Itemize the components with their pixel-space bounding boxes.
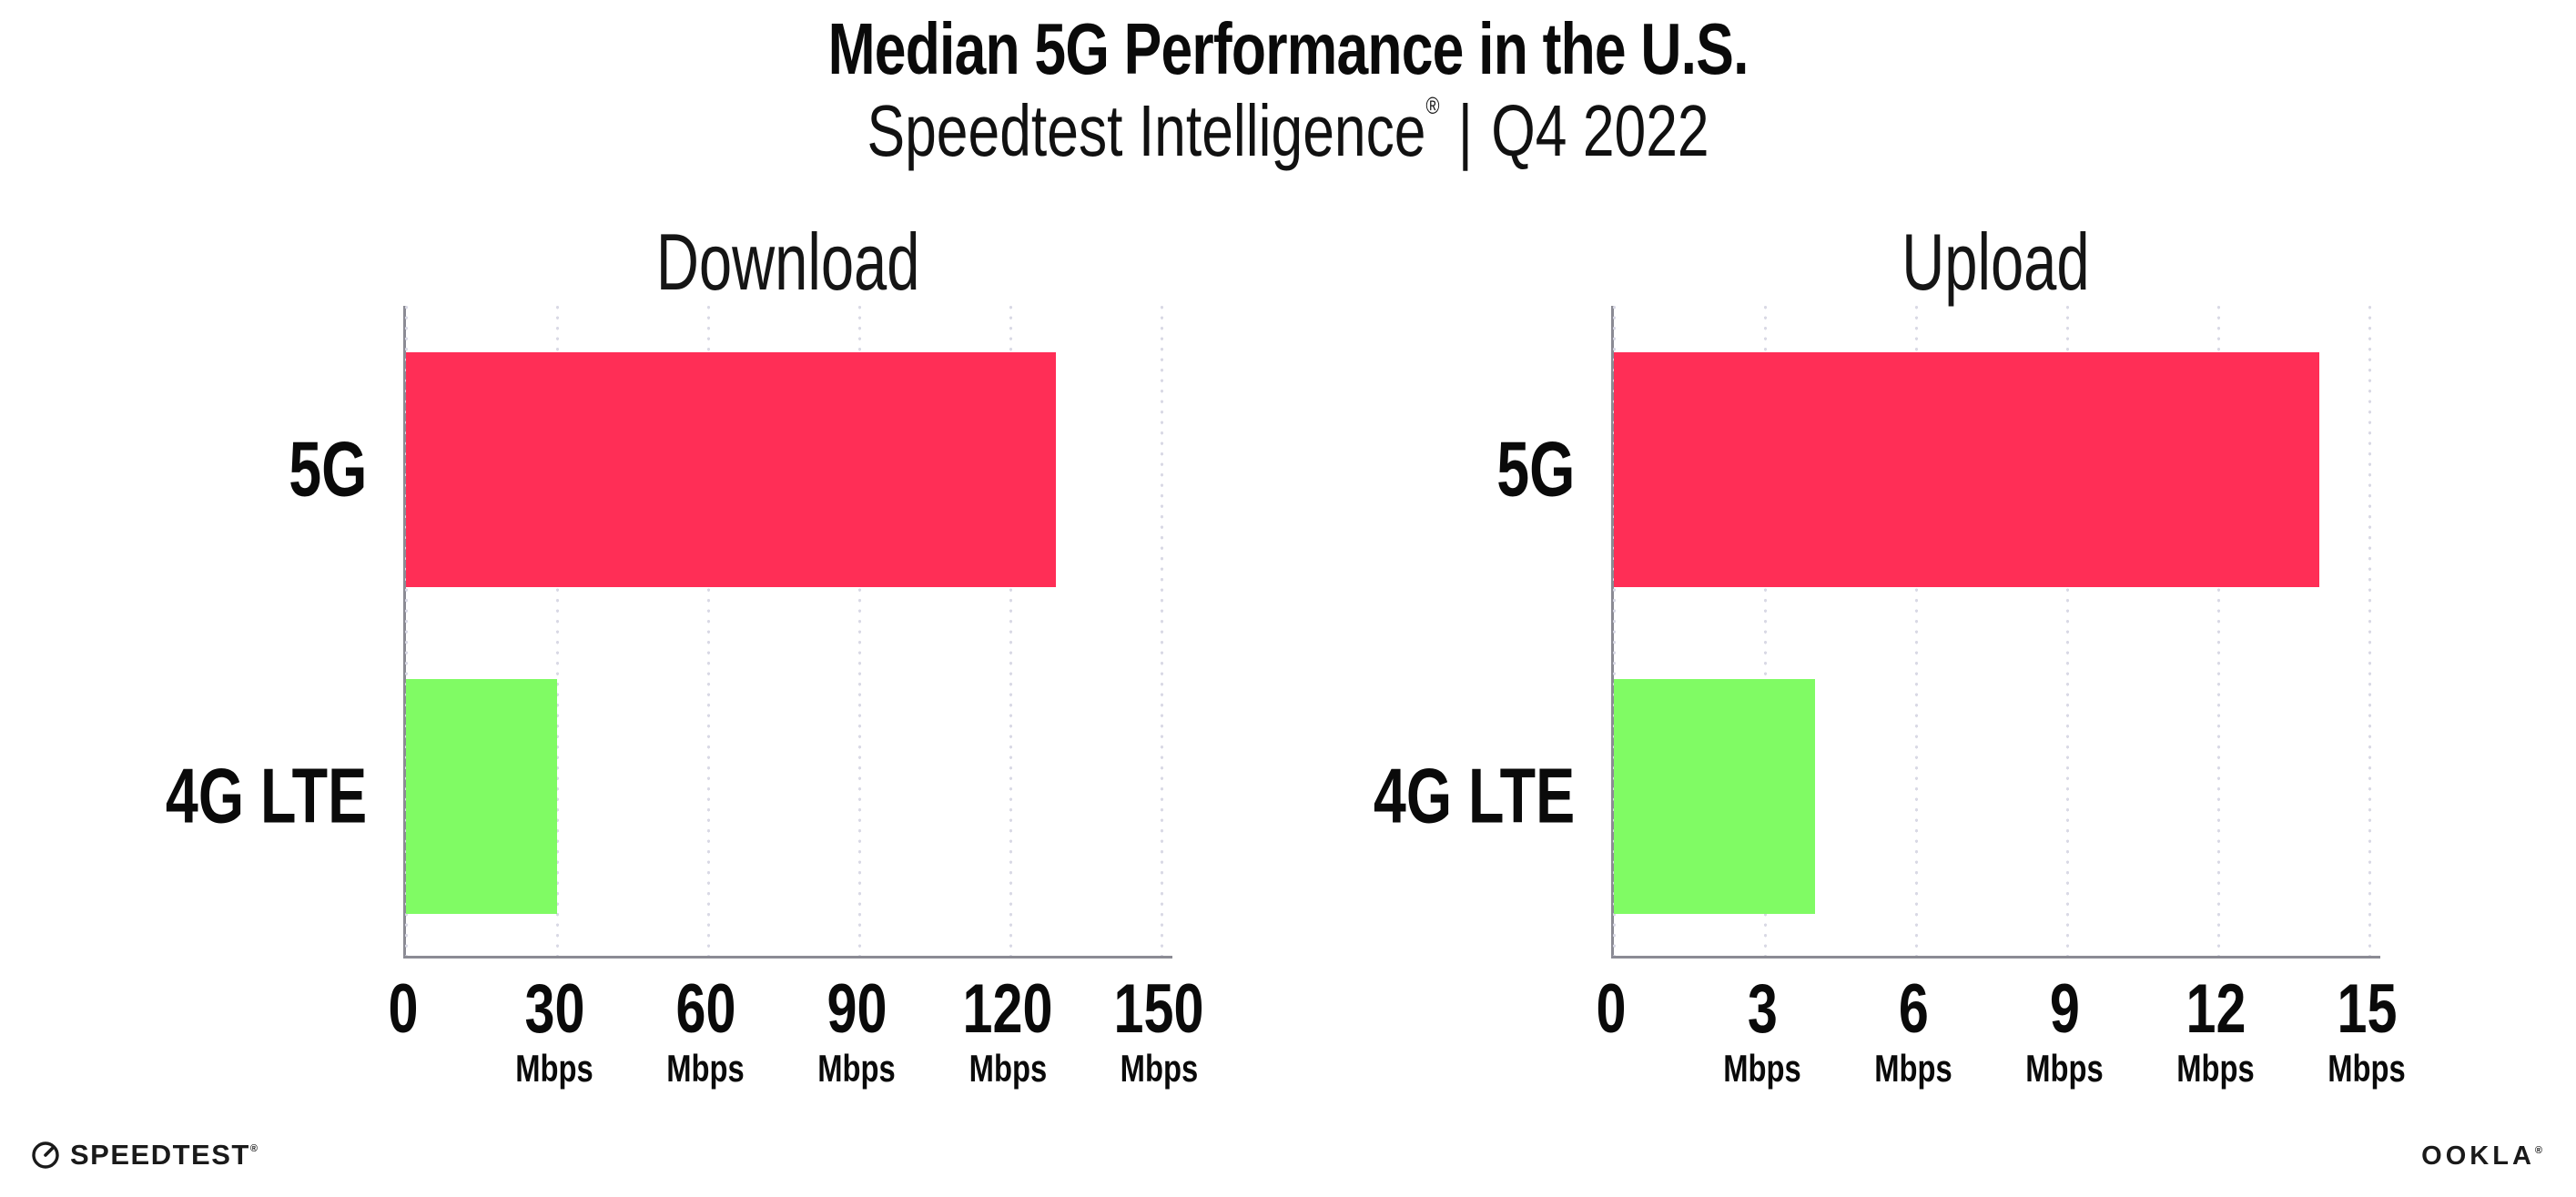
chart-upload: Upload 5G 4G LTE 0 3 Mb bbox=[1374, 222, 2406, 1088]
tick-value: 9 bbox=[2049, 970, 2080, 1048]
page-title-text: Median 5G Performance in the U.S. bbox=[827, 8, 1749, 89]
chart-download: Download 5G 4G LTE 0 30 bbox=[166, 222, 1204, 1088]
category-label-5g: 5G bbox=[1496, 426, 1575, 513]
gridline bbox=[2066, 306, 2069, 956]
gridline bbox=[1613, 306, 1616, 956]
tick-unit: Mbps bbox=[969, 1047, 1047, 1090]
tick-value: 120 bbox=[962, 970, 1053, 1048]
x-axis-tick: 0 bbox=[384, 975, 422, 1088]
speedtest-gauge-icon bbox=[32, 1141, 59, 1169]
tick-value: 0 bbox=[388, 970, 419, 1048]
tick-unit: Mbps bbox=[2025, 1047, 2104, 1090]
x-axis-tick: 60 Mbps bbox=[655, 975, 756, 1088]
ookla-wordmark: OOKLA bbox=[2421, 1141, 2535, 1171]
tick-value: 90 bbox=[827, 970, 887, 1048]
tick-unit: Mbps bbox=[666, 1047, 745, 1090]
gridline bbox=[2217, 306, 2220, 956]
x-axis-tick: 0 bbox=[1592, 975, 1630, 1088]
registered-trademark-icon: ® bbox=[1425, 92, 1440, 119]
gridline bbox=[1764, 306, 1767, 956]
gridline bbox=[858, 306, 861, 956]
x-axis-tick: 150 Mbps bbox=[1101, 975, 1217, 1088]
tick-value: 12 bbox=[2186, 970, 2246, 1048]
bar-5g-upload bbox=[1614, 352, 2319, 587]
category-label-5g: 5G bbox=[288, 426, 367, 513]
speedtest-logo: SPEEDTEST® bbox=[30, 1139, 258, 1170]
tick-value: 0 bbox=[1596, 970, 1627, 1048]
gridline bbox=[556, 306, 559, 956]
x-axis-tick: 120 Mbps bbox=[950, 975, 1066, 1088]
tick-unit: Mbps bbox=[515, 1047, 593, 1090]
tick-value: 60 bbox=[675, 970, 735, 1048]
tick-value: 30 bbox=[524, 970, 584, 1048]
bar-5g-download bbox=[406, 352, 1056, 587]
category-label-4g-lte: 4G LTE bbox=[1373, 753, 1575, 840]
subtitle-period: Q4 2022 bbox=[1491, 90, 1709, 171]
chart-download-plot-area bbox=[403, 306, 1172, 959]
chart-upload-title: Upload bbox=[1902, 217, 2090, 307]
tick-unit bbox=[384, 1050, 422, 1088]
chart-upload-plot-area bbox=[1611, 306, 2380, 959]
bar-4g-lte-upload bbox=[1614, 679, 1816, 914]
gridline bbox=[405, 306, 408, 956]
gridline bbox=[707, 306, 710, 956]
chart-download-data-area bbox=[405, 306, 1163, 956]
gridline bbox=[2368, 306, 2371, 956]
ookla-logo: OOKLA® bbox=[2421, 1143, 2542, 1170]
x-axis-tick: 15 Mbps bbox=[2317, 975, 2417, 1088]
subtitle-separator: | bbox=[1457, 90, 1473, 171]
tick-unit: Mbps bbox=[1723, 1047, 1801, 1090]
tick-unit: Mbps bbox=[2328, 1047, 2406, 1090]
gridline bbox=[1009, 306, 1012, 956]
page-subtitle: Speedtest Intelligence® | Q4 2022 bbox=[0, 91, 2576, 171]
bar-4g-lte-download bbox=[406, 679, 557, 914]
x-axis-tick: 3 Mbps bbox=[1712, 975, 1812, 1088]
category-label-4g-lte: 4G LTE bbox=[165, 753, 367, 840]
x-axis-tick: 6 Mbps bbox=[1863, 975, 1963, 1088]
gridline bbox=[1161, 306, 1163, 956]
speedtest-wordmark: SPEEDTEST® bbox=[70, 1138, 258, 1171]
page-title: Median 5G Performance in the U.S. bbox=[0, 9, 2576, 89]
tick-value: 15 bbox=[2337, 970, 2397, 1048]
tick-unit: Mbps bbox=[1120, 1047, 1198, 1090]
tick-unit: Mbps bbox=[817, 1047, 896, 1090]
x-axis-tick: 9 Mbps bbox=[2014, 975, 2115, 1088]
x-axis-tick: 90 Mbps bbox=[806, 975, 907, 1088]
chart-upload-data-area bbox=[1613, 306, 2371, 956]
registered-trademark-icon: ® bbox=[2534, 1145, 2542, 1156]
tick-value: 150 bbox=[1113, 970, 1204, 1048]
subtitle-product: Speedtest Intelligence bbox=[867, 90, 1426, 171]
gridline bbox=[1915, 306, 1918, 956]
tick-value: 3 bbox=[1747, 970, 1778, 1048]
chart-download-title: Download bbox=[655, 217, 920, 307]
x-axis-tick: 30 Mbps bbox=[504, 975, 604, 1088]
x-axis-tick: 12 Mbps bbox=[2165, 975, 2266, 1088]
tick-unit bbox=[1592, 1050, 1630, 1088]
tick-unit: Mbps bbox=[2176, 1047, 2255, 1090]
registered-trademark-icon: ® bbox=[249, 1142, 258, 1154]
tick-unit: Mbps bbox=[1874, 1047, 1952, 1090]
page-subtitle-text: Speedtest Intelligence® | Q4 2022 bbox=[867, 91, 1709, 171]
tick-value: 6 bbox=[1898, 970, 1929, 1048]
